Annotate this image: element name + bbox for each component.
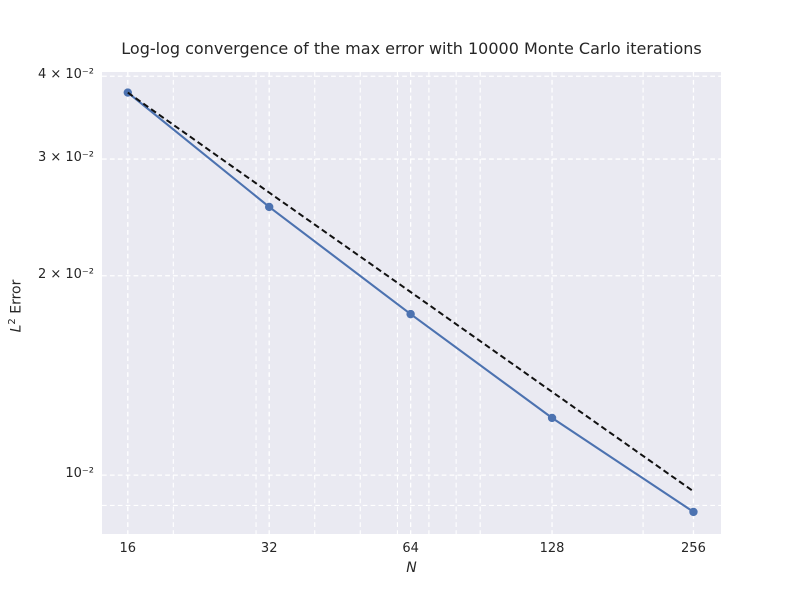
x-tick-label: 256: [681, 541, 706, 556]
y-axis-label-sup: 2: [7, 318, 18, 325]
x-tick-label: 64: [402, 541, 419, 556]
y-tick-label: 2 × 10⁻²: [37, 266, 94, 282]
series-marker-max-error: [689, 507, 698, 517]
x-tick-label: 128: [539, 541, 565, 556]
y-tick-label: 10⁻²: [65, 466, 94, 482]
series-marker-max-error: [547, 413, 557, 423]
chart-title: Log-log convergence of the max error wit…: [121, 39, 702, 58]
x-tick-label: 32: [260, 541, 278, 556]
y-tick-label: 4 × 10⁻²: [37, 67, 94, 83]
y-tick-label: 3 × 10⁻²: [37, 150, 94, 166]
series-line-n-minus-half-reference: [127, 91, 695, 493]
x-axis-label: N: [406, 560, 417, 576]
series-marker-max-error: [265, 202, 274, 212]
series-marker-max-error: [406, 309, 415, 319]
x-tick-label: 16: [119, 541, 137, 556]
y-axis-label-rest: Error: [8, 279, 25, 319]
plot-background: [102, 72, 721, 534]
y-axis-label-var: L: [8, 324, 25, 333]
